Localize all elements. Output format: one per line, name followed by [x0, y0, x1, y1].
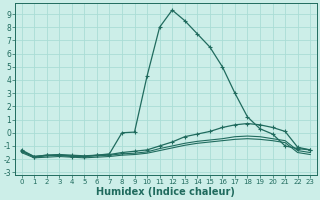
X-axis label: Humidex (Indice chaleur): Humidex (Indice chaleur): [96, 187, 235, 197]
